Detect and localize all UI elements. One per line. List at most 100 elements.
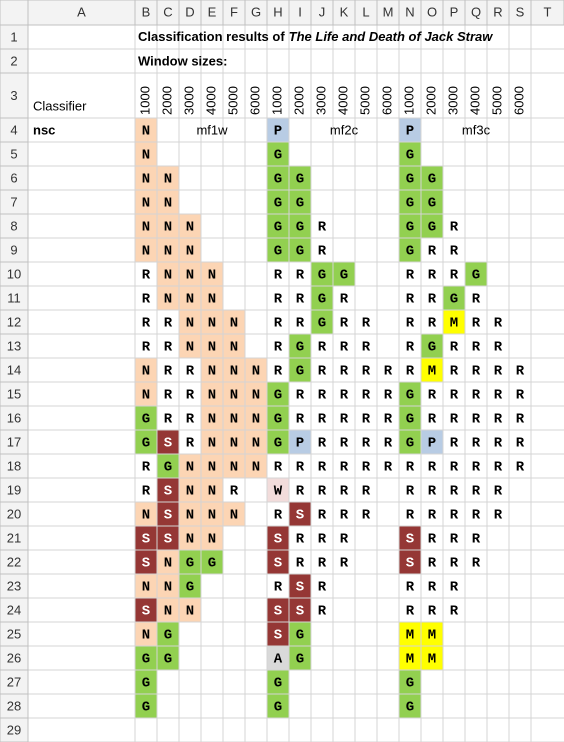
cell-value: N xyxy=(230,364,238,380)
cell-value: N xyxy=(186,484,194,500)
cell-value: N xyxy=(208,436,216,452)
cell-fill xyxy=(465,262,487,286)
cell-value: R xyxy=(296,484,305,500)
cell-value: R xyxy=(340,364,349,380)
row-header: 11 xyxy=(7,290,21,305)
cell-value: R xyxy=(164,316,173,332)
cell-fill xyxy=(267,478,289,502)
cell-value: R xyxy=(406,316,415,332)
row-header: 22 xyxy=(7,554,21,569)
cell-value: G xyxy=(406,196,414,212)
column-header: H xyxy=(273,4,282,19)
column-header: O xyxy=(427,4,437,19)
sheet-title: Classification results of The Life and De… xyxy=(138,29,493,44)
cell-fill xyxy=(135,550,157,574)
cell-fill xyxy=(399,622,421,646)
cell-fill xyxy=(157,550,179,574)
cell-value: N xyxy=(164,244,172,260)
cell-fill xyxy=(179,526,201,550)
cell-value: M xyxy=(450,316,458,332)
cell-value: R xyxy=(362,316,371,332)
window-size: 4000 xyxy=(335,86,350,115)
cell-fill xyxy=(201,382,223,406)
cell-value: N xyxy=(186,508,194,524)
cell-value: R xyxy=(296,388,305,404)
cell-value: R xyxy=(472,316,481,332)
cell-fill xyxy=(399,142,421,166)
cell-fill xyxy=(135,646,157,670)
cell-fill xyxy=(135,622,157,646)
cell-value: R xyxy=(340,556,349,572)
cell-value: N xyxy=(208,364,216,380)
cell-fill xyxy=(201,406,223,430)
cell-value: R xyxy=(428,388,437,404)
cell-value: N xyxy=(164,556,172,572)
group-label: mf2c xyxy=(330,122,359,137)
row-header: 16 xyxy=(7,410,21,425)
cell-fill xyxy=(135,238,157,262)
cell-value: S xyxy=(274,532,282,548)
cell-value: R xyxy=(362,436,371,452)
cell-fill xyxy=(245,358,267,382)
cell-value: R xyxy=(406,340,415,356)
cell-fill xyxy=(399,214,421,238)
cell-value: R xyxy=(494,340,503,356)
cell-fill xyxy=(399,238,421,262)
cell-value: R xyxy=(296,460,305,476)
cell-value: R xyxy=(406,364,415,380)
cell-value: R xyxy=(406,508,415,524)
cell-value: G xyxy=(164,628,172,644)
cell-value: R xyxy=(472,556,481,572)
cell-value: G xyxy=(406,676,414,692)
column-header: N xyxy=(405,4,414,19)
cell-fill xyxy=(245,454,267,478)
cell-fill xyxy=(157,262,179,286)
cell-value: N xyxy=(142,196,150,212)
cell-value: R xyxy=(296,412,305,428)
cell-value: R xyxy=(274,508,283,524)
cell-value: R xyxy=(450,220,459,236)
cell-fill xyxy=(421,166,443,190)
cell-fill xyxy=(179,286,201,310)
cell-fill xyxy=(201,430,223,454)
cell-fill xyxy=(201,502,223,526)
cell-fill xyxy=(179,598,201,622)
cell-value: S xyxy=(164,484,172,500)
cell-fill xyxy=(399,406,421,430)
cell-fill xyxy=(311,262,333,286)
cell-value: R xyxy=(274,292,283,308)
cell-fill xyxy=(421,190,443,214)
cell-value: S xyxy=(164,436,172,452)
window-size: 4000 xyxy=(203,86,218,115)
window-size: 6000 xyxy=(247,86,262,115)
cell-value: G xyxy=(406,172,414,188)
cell-value: N xyxy=(252,388,260,404)
cell-value: R xyxy=(186,364,195,380)
cell-fill xyxy=(245,406,267,430)
cell-value: R xyxy=(450,364,459,380)
cell-value: N xyxy=(142,580,150,596)
cell-value: S xyxy=(296,580,304,596)
cell-value: M xyxy=(428,652,436,668)
cell-value: R xyxy=(274,460,283,476)
cell-value: R xyxy=(428,532,437,548)
column-header: R xyxy=(493,4,502,19)
cell-value: M xyxy=(428,364,436,380)
column-header-bar xyxy=(0,0,564,26)
cell-value: N xyxy=(186,292,194,308)
row-header: 9 xyxy=(10,242,17,257)
cell-fill xyxy=(267,166,289,190)
cell-fill xyxy=(157,502,179,526)
cell-value: R xyxy=(142,484,151,500)
cell-value: A xyxy=(274,652,283,668)
cell-fill xyxy=(421,646,443,670)
group-label: mf1w xyxy=(196,122,228,137)
cell-value: R xyxy=(472,340,481,356)
cell-value: R xyxy=(318,460,327,476)
cell-value: R xyxy=(428,412,437,428)
cell-value: R xyxy=(428,484,437,500)
cell-value: R xyxy=(362,340,371,356)
cell-fill xyxy=(289,166,311,190)
cell-value: N xyxy=(142,148,150,164)
cell-value: R xyxy=(296,556,305,572)
